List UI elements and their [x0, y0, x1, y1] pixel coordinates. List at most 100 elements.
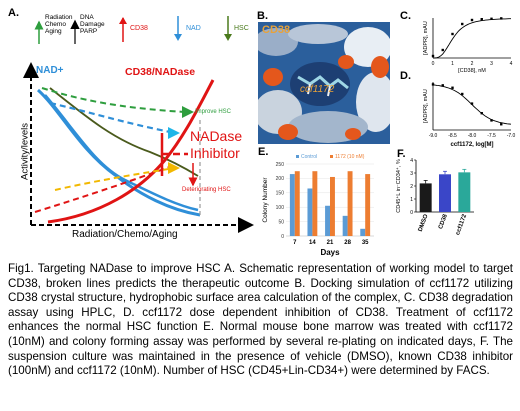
legend-cd38: CD38	[130, 25, 148, 32]
c-point	[441, 48, 444, 52]
e-x-tick: 7	[293, 240, 297, 246]
y-axis-label: Activity/levels	[19, 123, 31, 181]
e-bar-control	[342, 215, 348, 236]
figure-caption: Fig1. Targeting NADase to improve HSC A.…	[8, 262, 513, 379]
panel-b-compound: ccf1172	[300, 84, 335, 95]
panel-a-schematic	[23, 16, 254, 233]
c-point	[480, 18, 483, 21]
f-bar	[439, 174, 451, 212]
c-point	[500, 17, 503, 20]
legend-hsc: HSC	[234, 25, 249, 32]
panel-f-label: F.	[397, 148, 406, 160]
f-x-tick: CD38	[438, 213, 449, 230]
d-point	[461, 92, 464, 96]
e-y-tick: 100	[276, 205, 285, 211]
d-x-tick: -8.0	[468, 133, 477, 139]
c-point	[451, 32, 454, 36]
f-bar	[458, 172, 471, 212]
panel-b-title: CD38	[262, 24, 291, 36]
d-point	[470, 102, 474, 105]
nad-curve	[36, 88, 201, 217]
d-point	[500, 123, 503, 126]
c-x-tick: 2	[471, 61, 474, 67]
hsc-curve	[49, 87, 199, 177]
d-point	[431, 83, 435, 86]
hydrophobic-patch	[263, 68, 283, 86]
d-point	[480, 112, 483, 115]
f-x-tick: ccf1172	[455, 213, 468, 236]
e-bar-treated	[312, 171, 318, 236]
nad-label: NAD+	[36, 65, 64, 76]
e-bar-treated	[330, 176, 335, 236]
f-y-tick: 2	[410, 184, 413, 190]
f-y-tick: 1	[410, 197, 413, 203]
e-x-tick: 14	[309, 240, 316, 246]
e-x-tick: 21	[327, 240, 334, 246]
d-x-tick: -7.5	[487, 133, 496, 139]
e-bar-control	[325, 205, 330, 236]
e-bar-treated	[365, 174, 371, 236]
e-y-tick: 200	[276, 176, 285, 182]
c-x-tick: 0	[432, 61, 435, 67]
nad-dashed	[49, 101, 176, 135]
e-y-label: Colony Number	[262, 177, 269, 223]
caption-text: Fig1. Targeting NADase to improve HSC A.…	[8, 262, 513, 378]
d-x-label: ccf1172, log[M]	[450, 142, 493, 148]
legend-nad: NAD	[186, 25, 201, 32]
e-y-tick: 0	[281, 234, 284, 240]
e-y-tick: 50	[278, 219, 284, 225]
cd38-nadase-label: CD38/NADase	[125, 66, 196, 78]
nad-curve-2	[44, 94, 199, 212]
f-x-tick: DMSO	[418, 213, 430, 232]
e-bar-control	[307, 188, 313, 236]
panel-d-chart: -9.0 -8.5 -8.0 -7.5 -7.0 ccf1172, log[M] [ADPR…	[423, 82, 516, 148]
panel-b-docking	[258, 22, 390, 144]
panel-e-chart: 0 50 100 150 200 250 7 14 21 28 35 Control 1172 (10 …	[262, 154, 374, 257]
e-bar-control	[360, 228, 366, 236]
improve-hsc-dashed	[41, 87, 186, 113]
c-x-tick: 4	[510, 61, 513, 67]
panel-c-chart: 0 1 2 3 4 [CD38], nM [ADPR], mAU	[423, 17, 513, 74]
e-bar-treated	[347, 171, 353, 236]
d-y-label: [ADPR], mAU	[423, 89, 429, 123]
x-axis-label: Radiation/Chemo/Aging	[72, 229, 178, 240]
e-legend-swatch	[296, 155, 299, 158]
f-y-tick: 4	[410, 158, 413, 164]
ligand	[297, 75, 349, 90]
e-bar-treated	[294, 171, 300, 236]
panel-b-label: B.	[257, 10, 268, 22]
cd38-curve	[47, 79, 215, 224]
c-point	[470, 18, 474, 22]
c-y-label: [ADPR], mAU	[423, 21, 429, 55]
d-point	[490, 119, 493, 122]
panel-e-label: E.	[258, 146, 269, 158]
panel-d-label: D.	[400, 70, 411, 82]
panel-a-label: A.	[8, 7, 19, 19]
legend-dna: DNA Damage PARP	[80, 14, 105, 35]
panel-f-chart: 0 1 2 3 4 DMSO CD38 ccf1172 CD45⁺L in⁻CD34⁺, %	[395, 158, 474, 236]
e-legend-label: 1172 (10 nM)	[335, 154, 365, 160]
e-y-tick: 150	[276, 191, 285, 197]
e-legend-label: Control	[301, 154, 317, 160]
f-y-label: CD45⁺L in⁻CD34⁺, %	[395, 159, 402, 213]
e-x-tick: 28	[344, 240, 351, 246]
panel-c-label: C.	[400, 10, 411, 22]
d-x-tick: -8.5	[448, 133, 457, 139]
f-y-tick: 0	[410, 210, 413, 216]
e-legend-swatch	[330, 155, 333, 158]
c-fit-curve	[433, 18, 511, 59]
c-x-tick: 3	[490, 61, 493, 67]
e-y-tick: 250	[276, 162, 285, 168]
nadase-label: NADase	[190, 128, 243, 144]
d-point	[441, 84, 444, 87]
d-point	[451, 86, 454, 89]
e-bar-control	[289, 174, 295, 236]
legend-radiation: Radiation Chemo Aging	[45, 14, 73, 35]
improve-hsc-label: Improve HSC	[195, 109, 232, 115]
deteriorating-hsc-label: Deteriorating HSC	[182, 187, 231, 193]
c-x-label: [CD38], nM	[458, 68, 486, 74]
c-point	[431, 54, 435, 58]
inhibitor-label: Inhibitor	[190, 145, 240, 161]
f-y-tick: 3	[410, 171, 413, 177]
